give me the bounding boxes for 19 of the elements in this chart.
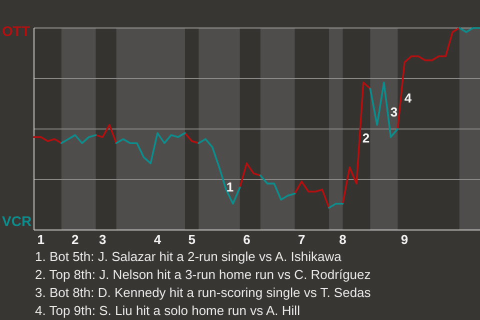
text: 1. Bot 5th: J. Salazar hit a 2-run single vs A. Ishikawa [35,249,342,264]
x-tick-label: 5 [188,232,196,247]
annotation: 1 [226,179,234,194]
x-tick-label: 2 [72,232,79,247]
text: 4. Top 9th: S. Liu hit a solo home run vs A. Hill [35,303,300,318]
x-tick-label: 7 [298,232,306,247]
annotation: 2 [362,130,370,146]
text: 3. Bot 8th: D. Kennedy hit a run-scoring single vs T. Sedas [35,285,372,300]
text: 2. Top 8th: J. Nelson hit a 3-run home run vs C. Rodríguez [35,267,371,282]
x-tick-label: 1 [37,232,44,247]
x-tick-label: 4 [154,232,162,247]
annotation: 3 [390,104,398,120]
x-tick-label: 3 [99,232,106,247]
text: VCR [2,213,32,229]
x-tick-label: 8 [339,232,346,247]
annotation: 4 [404,90,412,106]
x-tick-label: 9 [400,232,408,247]
text: OTT [2,23,30,39]
x-tick-label: 6 [243,232,250,247]
